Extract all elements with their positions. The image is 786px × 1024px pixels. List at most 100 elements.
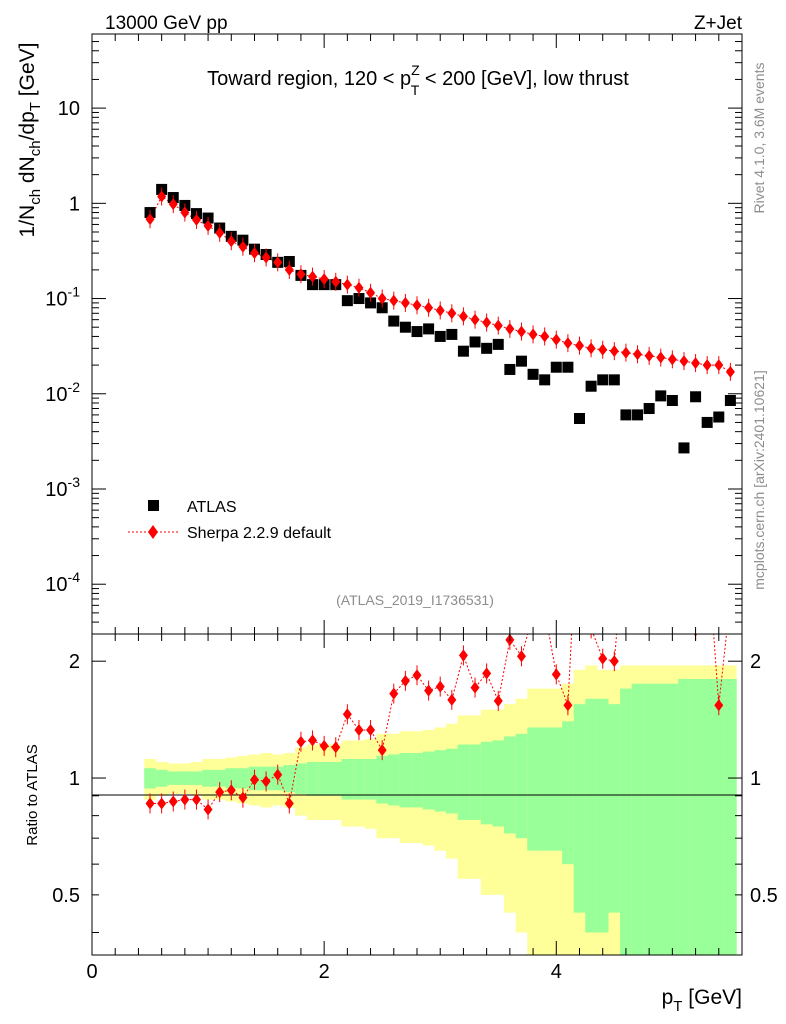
ratio-point: [377, 744, 387, 757]
ratio-point: [563, 699, 573, 712]
ratio-band-inner: [434, 750, 447, 812]
mc-point: [145, 213, 155, 226]
ratio-ticks: [91, 634, 743, 955]
atlas-point: [539, 374, 551, 386]
ratio-point: [389, 687, 399, 700]
mc-point: [168, 198, 178, 211]
ratio-band-inner: [202, 769, 215, 787]
ratio-point: [424, 684, 434, 697]
mc-point: [621, 346, 631, 359]
ratio-band-inner: [724, 678, 737, 955]
ratio-band-inner: [550, 727, 563, 851]
ratio-point: [157, 797, 167, 810]
legend-atlas-marker: [148, 500, 159, 511]
ratio-band-inner: [306, 761, 319, 796]
mc-point: [458, 310, 468, 323]
mc-point: [516, 325, 526, 338]
ratio-band-inner: [144, 768, 157, 789]
ratio-band-inner: [643, 683, 656, 955]
mc-point: [308, 270, 318, 283]
ratio-band-inner: [155, 769, 168, 787]
mc-point: [447, 307, 457, 320]
ratio-tick-label-left: 2: [69, 651, 80, 673]
atlas-point: [643, 403, 655, 415]
ratio-point: [493, 694, 503, 707]
ratio-point: [482, 667, 492, 680]
ratio-band-inner: [422, 751, 435, 810]
y-tick-label: 10: [58, 98, 80, 120]
ratio-band-inner: [318, 761, 331, 796]
mc-point: [191, 213, 201, 226]
ratio-point: [366, 723, 376, 736]
mc-point: [551, 333, 561, 346]
atlas-point: [515, 355, 527, 367]
ratio-band-inner: [585, 698, 598, 933]
mc-point: [493, 319, 503, 332]
legend-atlas-label: ATLAS: [187, 499, 237, 516]
atlas-point: [608, 374, 620, 386]
atlas-point: [365, 297, 377, 309]
ratio-band-inner: [237, 768, 250, 789]
mc-point: [540, 330, 550, 343]
legend: ATLAS Sherpa 2.2.9 default: [128, 499, 332, 542]
mc-point: [342, 278, 352, 291]
ratio-band-inner: [446, 748, 459, 814]
ratio-point: [714, 699, 724, 712]
atlas-point: [690, 391, 702, 403]
atlas-point: [341, 295, 353, 307]
mc-point: [180, 206, 190, 219]
mc-point: [598, 343, 608, 356]
ratio-band-inner: [167, 771, 180, 785]
atlas-point: [353, 293, 365, 305]
mc-point: [203, 219, 213, 232]
y-axis-label: 1/Nch dNch/dpT [GeV]: [16, 43, 44, 238]
legend-mc-marker: [148, 525, 158, 539]
ratio-point: [145, 797, 155, 810]
x-axis-label: pT [GeV]: [662, 986, 742, 1015]
x-tick-label: 4: [551, 961, 562, 983]
ratio-point: [191, 793, 201, 806]
ratio-band-inner: [213, 769, 226, 787]
ratio-band-inner: [295, 763, 308, 794]
main-ticks: [91, 33, 743, 635]
y-tick-label: 10-1: [45, 284, 80, 311]
ratio-uncertainty-bands: [144, 665, 737, 955]
ratio-band-inner: [701, 678, 714, 955]
y-tick-label: 10-4: [45, 569, 80, 596]
ratio-band-inner: [341, 758, 354, 800]
atlas-point: [504, 363, 516, 375]
ratio-band-inner: [179, 771, 192, 785]
ratio-band-inner: [329, 761, 343, 796]
mc-point: [528, 328, 538, 341]
atlas-point: [550, 361, 562, 373]
ratio-y-axis-label: Ratio to ATLAS: [24, 744, 41, 845]
ratio-band-inner: [608, 704, 621, 913]
ratio-point: [435, 680, 445, 693]
ratio-point: [400, 674, 410, 687]
ratio-band-inner: [678, 678, 691, 955]
ratio-point: [168, 795, 178, 808]
ratio-band-inner: [411, 753, 424, 808]
ratio-band-inner: [190, 771, 203, 785]
ratio-point: [261, 775, 271, 788]
analysis-id: (ATLAS_2019_I1736531): [336, 592, 494, 608]
x-label-sub: T: [673, 998, 682, 1015]
atlas-point: [678, 442, 690, 454]
ratio-band-inner: [504, 736, 517, 834]
mc-point: [389, 294, 399, 307]
atlas-point: [562, 361, 574, 373]
ratio-point: [203, 803, 213, 816]
ratio-point: [342, 708, 352, 721]
ratio-point: [609, 655, 619, 668]
ratio-point: [598, 652, 608, 665]
ratio-point: [319, 739, 329, 752]
atlas-point: [481, 342, 493, 354]
side-label-mcplots: mcplots.cern.ch [arXiv:2401.10621]: [751, 370, 767, 589]
ratio-band-inner: [538, 727, 551, 851]
y-tick-label: 1: [69, 193, 80, 215]
atlas-point: [620, 409, 632, 421]
mc-point: [609, 345, 619, 358]
atlas-point: [724, 394, 736, 406]
mc-point: [354, 281, 364, 294]
x-label-main: p: [662, 986, 674, 1009]
